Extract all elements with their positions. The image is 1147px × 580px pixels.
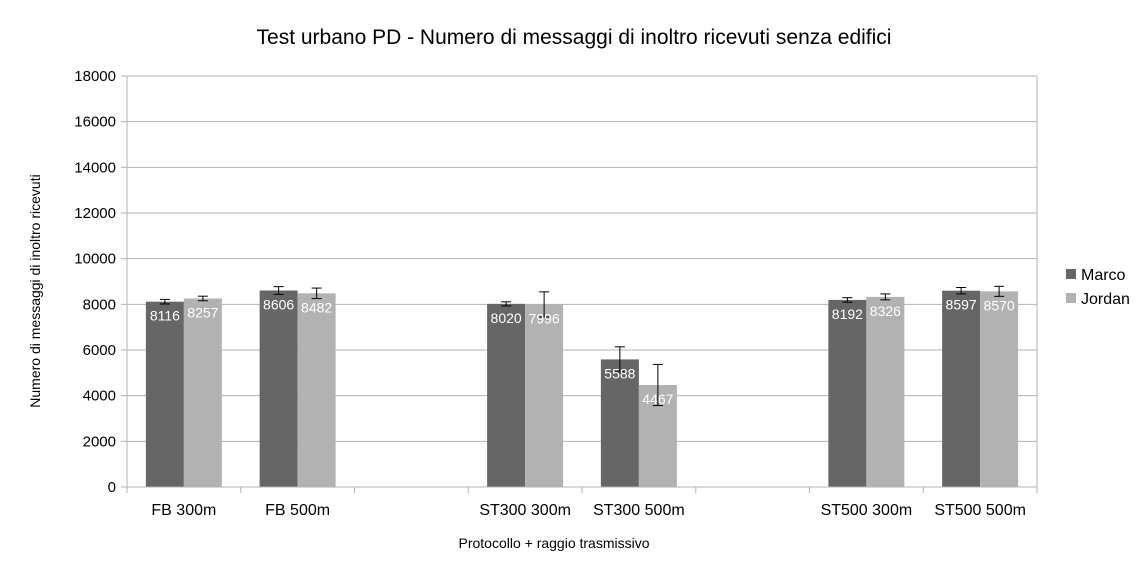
- bar: [942, 290, 981, 487]
- bar: [487, 303, 526, 487]
- bars: 8116 8257 8606 8482 8020 7996 5588 4467 8192 8326…: [145, 285, 1019, 487]
- data-label: 8326: [870, 303, 901, 319]
- y-tick-label: 18000: [74, 68, 116, 85]
- legend-label: Jordan: [1081, 291, 1130, 308]
- legend-swatch: [1066, 269, 1076, 279]
- y-tick-label: 12000: [74, 205, 116, 222]
- bar: [259, 290, 298, 487]
- y-tick-label: 6000: [83, 342, 116, 359]
- data-label: 8482: [301, 299, 332, 315]
- x-axis-title: Protocollo + raggio trasmissivo: [458, 535, 649, 551]
- bar: [145, 301, 184, 487]
- data-label: 7996: [529, 310, 560, 326]
- bar: [828, 299, 867, 487]
- data-label: 8257: [187, 304, 218, 320]
- bar: [183, 298, 222, 487]
- x-axis: FB 300m FB 500m ST300 300m ST300 500m ST500 …: [126, 486, 1038, 519]
- data-label: 8192: [832, 306, 863, 322]
- chart-title: Test urbano PD - Numero di messaggi di i…: [257, 26, 892, 49]
- y-tick-label: 0: [108, 479, 116, 496]
- x-tick-label: ST300 500m: [593, 502, 685, 519]
- y-tick-label: 10000: [74, 251, 116, 268]
- y-axis: 0 2000 4000 6000 8000 10000 12000 14000 16000 180…: [74, 68, 127, 496]
- data-label: 8597: [946, 297, 977, 313]
- bar: [866, 296, 905, 487]
- y-tick-label: 16000: [74, 114, 116, 131]
- x-tick-label: ST500 300m: [821, 502, 913, 519]
- data-label: 8606: [263, 296, 294, 312]
- data-label: 5588: [604, 365, 635, 381]
- y-tick-label: 2000: [83, 433, 116, 450]
- y-tick-label: 14000: [74, 159, 116, 176]
- bar: [297, 293, 336, 487]
- bar: [980, 291, 1019, 487]
- x-tick-label: FB 300m: [151, 502, 216, 519]
- legend-swatch: [1066, 293, 1076, 303]
- data-label: 8570: [984, 297, 1015, 313]
- y-tick-label: 8000: [83, 296, 116, 313]
- data-label: 8020: [491, 310, 522, 326]
- y-axis-title: Numero di messaggi di inoltro ricevuti: [27, 174, 43, 407]
- data-label: 4467: [642, 391, 673, 407]
- x-tick-label: ST500 500m: [934, 502, 1026, 519]
- bar: [600, 359, 639, 487]
- data-label: 8116: [150, 308, 180, 324]
- y-tick-label: 4000: [83, 388, 116, 405]
- legend: Marco Jordan: [1066, 267, 1130, 308]
- bar: [525, 304, 564, 487]
- x-tick-label: FB 500m: [265, 502, 330, 519]
- legend-label: Marco: [1081, 267, 1126, 284]
- x-tick-label: ST300 300m: [479, 502, 571, 519]
